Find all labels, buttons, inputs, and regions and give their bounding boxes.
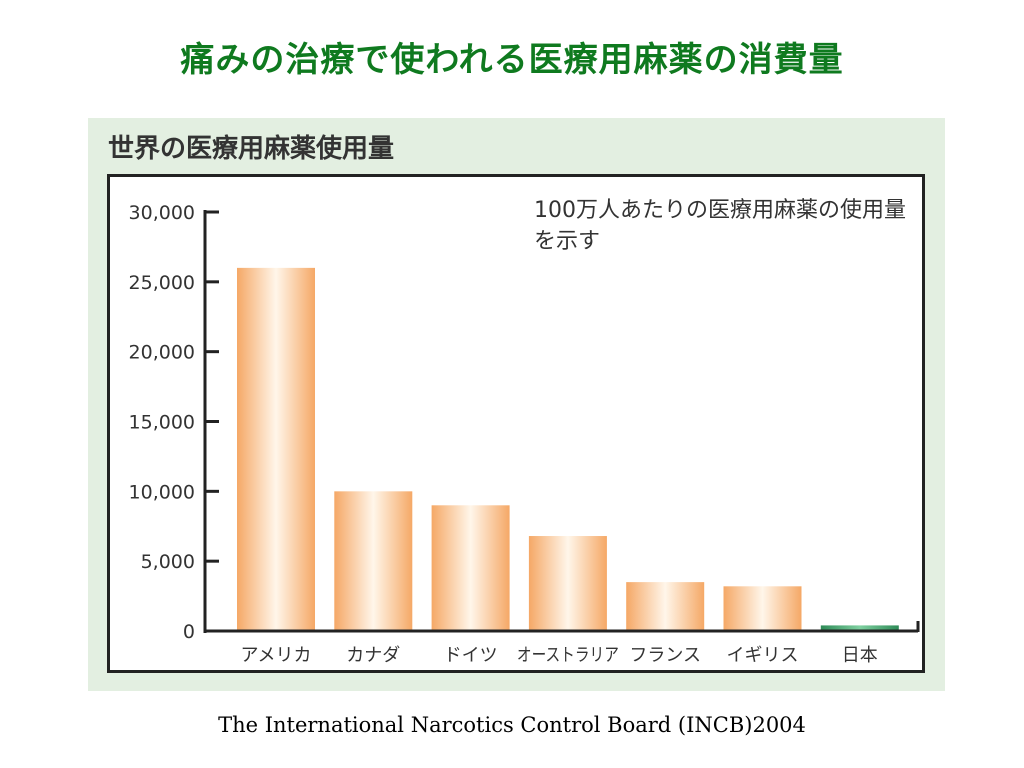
x-tick-label-6: イギリス (727, 645, 799, 666)
bar-3 (431, 505, 510, 631)
y-tick-label-5: 20,000 (129, 342, 195, 364)
bar-5 (626, 582, 705, 631)
source-citation: The International Narcotics Control Boar… (218, 713, 806, 737)
x-tick-label-5: フランス (629, 645, 701, 666)
bar-7 (820, 625, 899, 631)
bar-6 (723, 586, 802, 631)
bar-4 (528, 536, 607, 631)
figure-panel: 世界の医療用麻薬使用量 0 5,000 10, (88, 118, 945, 691)
bar-chart: 0 5,000 10,000 15,000 20,000 25,000 30,000 アメリカ… (129, 202, 920, 666)
bar-1 (237, 267, 315, 631)
figure-heading: 世界の医療用麻薬使用量 (108, 134, 395, 164)
axes-layer (203, 210, 920, 633)
x-tick-label-7: 日本 (842, 645, 878, 666)
y-tick-label-1: 0 (183, 621, 195, 643)
chart-annotation: 100万人あたりの医療用麻薬の使用量を示す (534, 198, 906, 254)
chart-frame: 0 5,000 10,000 15,000 20,000 25,000 30,000 アメリカ… (107, 174, 925, 673)
slide-title: 痛みの治療で使われる医療用麻薬の消費量 (180, 40, 844, 80)
y-tick-label-4: 15,000 (129, 412, 195, 434)
bars-layer (237, 267, 899, 631)
y-tick-label-2: 5,000 (141, 551, 195, 573)
x-tick-label-2: カナダ (346, 645, 400, 666)
y-tick-label-3: 10,000 (129, 481, 195, 503)
y-tick-label-7: 30,000 (129, 202, 195, 224)
labels-layer: 0 5,000 10,000 15,000 20,000 25,000 30,000 アメリカ… (129, 202, 878, 666)
x-tick-label-1: アメリカ (240, 645, 311, 666)
x-tick-label-4: オーストラリア (517, 645, 619, 666)
y-tick-label-6: 25,000 (129, 272, 195, 294)
bar-2 (334, 491, 413, 631)
x-tick-label-3: ドイツ (444, 645, 498, 666)
